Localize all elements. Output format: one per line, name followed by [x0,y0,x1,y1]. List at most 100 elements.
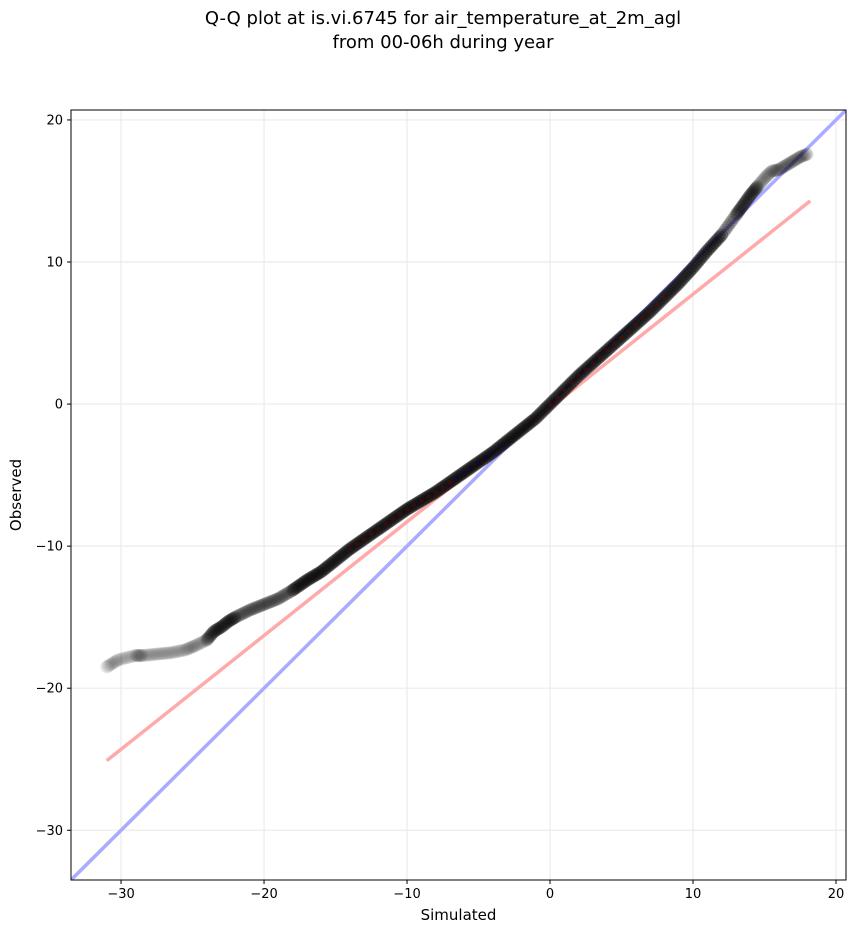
quantile-point [128,649,142,663]
quantile-point [223,613,237,627]
quantile-point [777,159,791,173]
quantile-point [198,634,212,648]
quantile-point [470,457,484,471]
quantile-point [443,475,457,489]
quantile-point [373,521,387,535]
quantile-point [563,378,577,392]
quantile-point [706,238,720,252]
quantile-point [459,464,473,478]
quantile-point [129,649,143,663]
quantile-point [386,512,400,526]
point-core-red [383,521,388,527]
point-cores [347,295,667,552]
plot-frame [70,109,847,881]
quantile-point [287,582,301,596]
quantile-point [727,211,741,225]
quantile-point [103,658,117,672]
quantile-point [755,174,769,188]
point-core-red [554,394,560,400]
quantile-point [382,515,396,529]
quantile-point [234,608,248,622]
point-core-red [605,347,610,353]
quantile-point [296,576,310,590]
point-core-red [569,380,574,385]
quantile-point [509,427,523,441]
quantile-point [773,162,787,176]
quantile-point [690,256,704,270]
quantile-point [663,285,677,299]
quantile-point [591,351,605,365]
quantile-point [245,602,259,616]
quantile-point [148,647,162,661]
quantile-point [357,532,371,546]
point-core-blue [469,465,474,470]
quantile-point [352,536,366,550]
quantile-point [584,357,598,371]
x-axis-label: Simulated [421,906,497,924]
quantile-point [769,163,783,177]
quantile-point [593,349,607,363]
point-core-red [419,498,424,503]
quantile-point [742,189,756,203]
quantile-point [691,254,705,268]
quantile-point [298,574,312,588]
quantile-point [686,261,700,275]
quantile-point [799,147,813,161]
quantile-point [153,647,167,661]
quantile-point [547,394,561,408]
quantile-point [505,430,519,444]
quantile-point [421,489,435,503]
quantile-point [609,335,623,349]
quantile-point [573,367,587,381]
quantile-point [166,645,180,659]
quantile-point [252,600,266,614]
quantile-point [135,649,149,663]
quantile-point [214,620,228,634]
quantile-point [389,510,403,524]
quantile-point [131,649,145,663]
quantile-point [472,455,486,469]
quantile-point [130,649,144,663]
quantile-point [330,552,344,566]
quantile-point [787,154,801,168]
quantile-point [497,437,511,451]
point-core-blue [497,444,503,449]
quantile-point [455,467,469,481]
quantile-point [186,640,200,654]
quantile-point [466,459,480,473]
point-core-red [547,401,553,407]
quantile-point [613,332,627,346]
quantile-point [751,179,765,193]
quantile-point [228,610,242,624]
quantile-point [695,250,709,264]
quantile-point [230,609,244,623]
quantile-point [527,413,541,427]
quantile-point [221,614,235,628]
quantile-point [246,602,260,616]
quantile-point [513,424,527,438]
quantile-point [771,163,785,177]
quantile-point [523,416,537,430]
quantile-point [445,474,459,488]
quantile-point [177,643,191,657]
quantile-point [348,538,362,552]
y-tick-label: −20 [36,682,63,697]
quantile-point [320,560,334,574]
quantile-point [220,615,234,629]
quantile-point [291,579,305,593]
quantile-point [305,570,319,584]
quantile-point [327,555,341,569]
quantile-point [332,551,346,565]
quantile-point [656,292,670,306]
quantile-point [379,517,393,531]
quantile-point [754,175,768,189]
x-tick-label: 10 [685,887,702,902]
quantile-point [209,623,223,637]
quantile-point [688,259,702,273]
quantile-point [783,156,797,170]
quantile-point [100,660,114,674]
quantile-point [266,594,280,608]
quantile-point [620,326,634,340]
quantile-point [362,528,376,542]
